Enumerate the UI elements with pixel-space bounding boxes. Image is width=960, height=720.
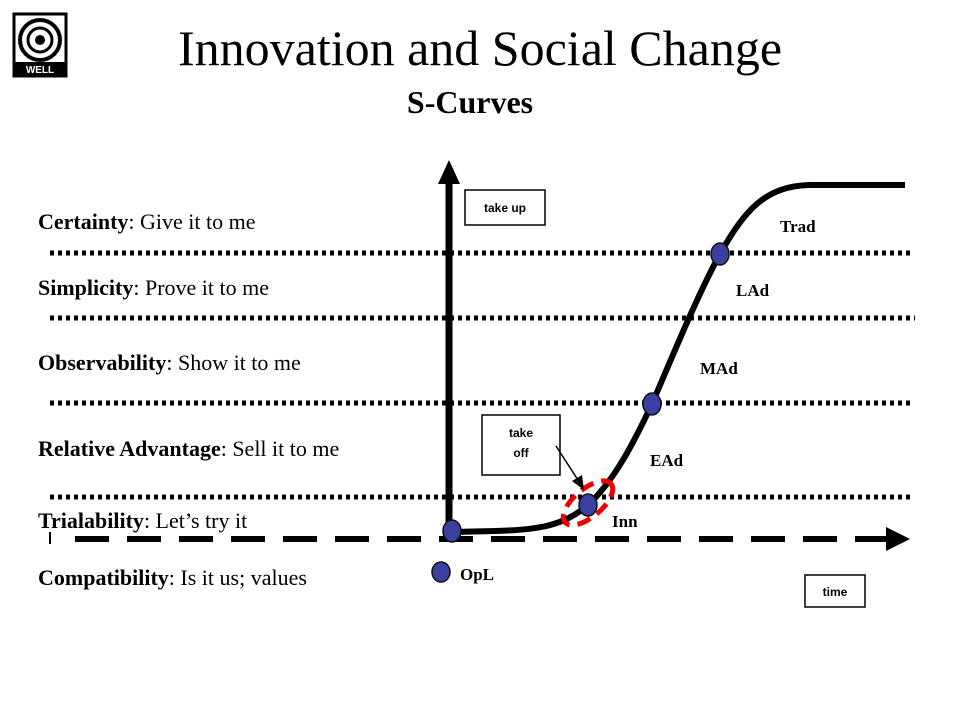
- take-off-highlight: [560, 478, 616, 528]
- box-label: take: [509, 426, 533, 440]
- attribute-text: : Let’s try it: [144, 508, 247, 533]
- attribute-name: Certainty: [38, 209, 128, 234]
- curve-label: Trad: [780, 217, 816, 236]
- s-curve: [451, 182, 905, 535]
- attribute-text: : Show it to me: [166, 350, 300, 375]
- take-off-box: take off: [481, 414, 561, 476]
- take-up-box: take up: [464, 189, 546, 226]
- attribute: Certainty: Give it to me: [38, 209, 256, 234]
- box-label: off: [513, 446, 529, 460]
- attribute-text: : Sell it to me: [221, 436, 340, 461]
- curve-label: EAd: [650, 451, 684, 470]
- time-arrow: [886, 527, 910, 551]
- separators: [50, 250, 915, 500]
- pointer: [555, 445, 579, 481]
- subtitle: S-Curves: [407, 84, 533, 120]
- attributes: Certainty: Give it to me Simplicity: Prov…: [38, 209, 339, 590]
- logo: WELL: [12, 12, 68, 78]
- curve-label: LAd: [736, 281, 770, 300]
- pointer-head: [572, 475, 584, 490]
- logo-text: WELL: [26, 65, 54, 76]
- take-up-arrow: [438, 160, 460, 184]
- attribute: Compatibility: Is it us; values: [38, 565, 307, 590]
- attribute-name: Trialability: [38, 508, 144, 533]
- curve-label: MAd: [700, 359, 738, 378]
- box-label: time: [823, 585, 848, 599]
- attribute-name: Relative Advantage: [38, 436, 221, 461]
- attribute-text: : Prove it to me: [133, 275, 269, 300]
- attribute-text: : Give it to me: [128, 209, 255, 234]
- time-box: time: [804, 574, 866, 608]
- title: Innovation and Social Change: [178, 20, 782, 76]
- attribute-name: Observability: [38, 350, 166, 375]
- attribute: Simplicity: Prove it to me: [38, 275, 269, 300]
- curve-labels: Trad LAd MAd EAd Inn OpL: [460, 217, 816, 584]
- attribute: Trialability: Let’s try it: [38, 508, 247, 533]
- attribute-text: : Is it us; values: [169, 565, 307, 590]
- attribute: Observability: Show it to me: [38, 350, 301, 375]
- curve-label: OpL: [460, 565, 494, 584]
- curve-label: Inn: [612, 512, 638, 531]
- box-label: take up: [484, 201, 526, 215]
- adopter-dots: [431, 242, 730, 583]
- attribute-name: Compatibility: [38, 565, 169, 590]
- attribute: Relative Advantage: Sell it to me: [38, 436, 339, 461]
- attribute-name: Simplicity: [38, 275, 133, 300]
